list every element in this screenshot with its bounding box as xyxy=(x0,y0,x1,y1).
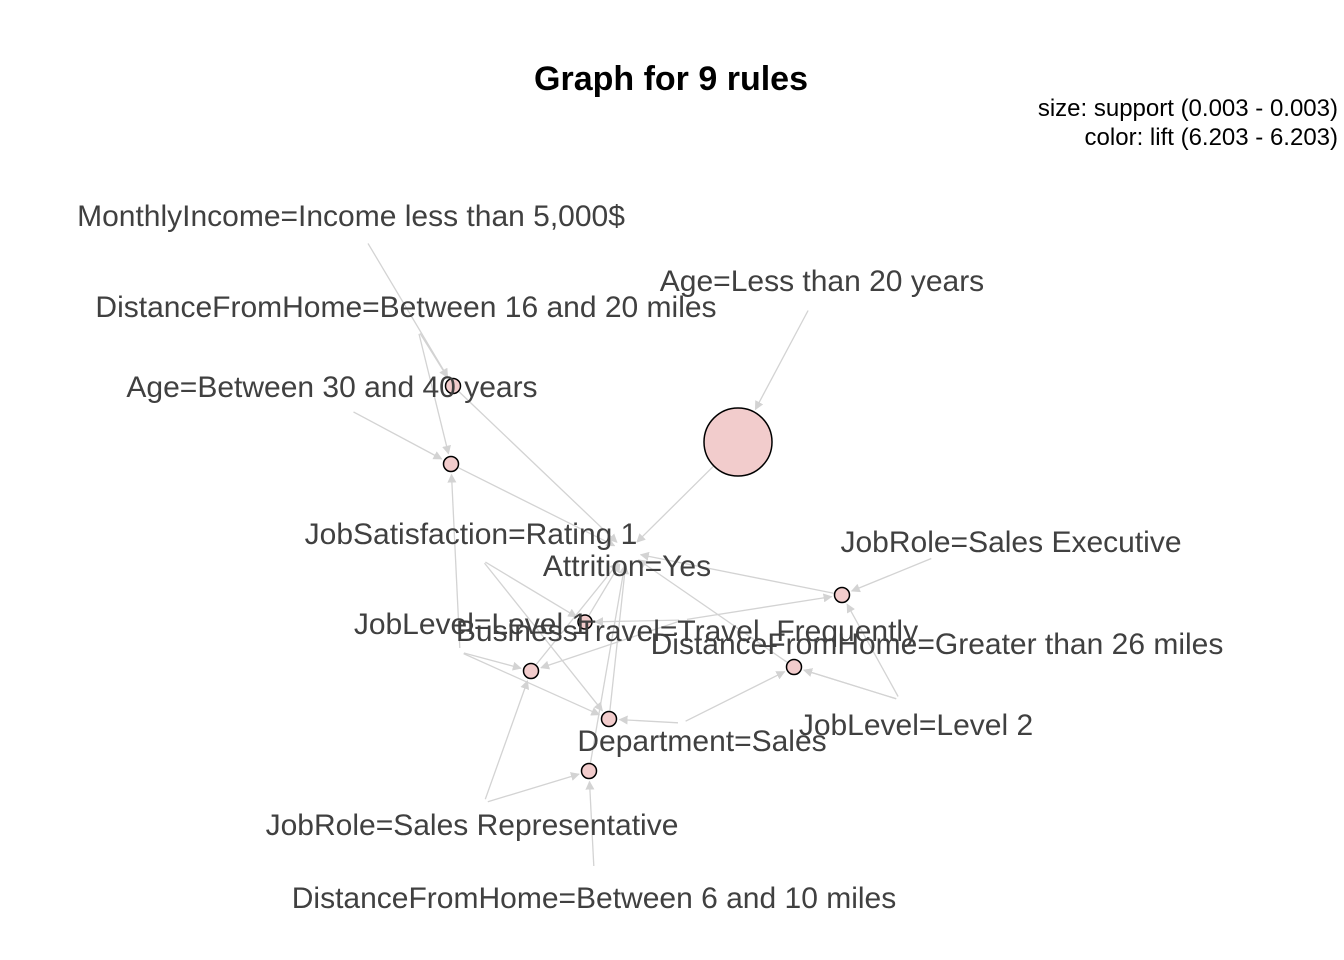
edge-r5-to-attr xyxy=(535,562,619,665)
rule-node-r4[interactable] xyxy=(577,614,593,630)
rule-node-r3[interactable] xyxy=(703,407,773,477)
edge-r3-to-attr xyxy=(636,466,714,543)
edge-level1-to-r8 xyxy=(463,653,601,716)
item-label-income: MonthlyIncome=Income less than 5,000$ xyxy=(77,200,625,233)
rule-node-r8[interactable] xyxy=(600,710,618,728)
edge-age20-to-r3 xyxy=(754,310,809,411)
edge-jobsat-to-r8 xyxy=(483,562,603,712)
edge-r7-to-attr xyxy=(637,559,788,663)
edge-jobsat-to-r4 xyxy=(485,561,578,618)
edge-r2-to-attr xyxy=(458,467,616,547)
item-label-level2: JobLevel=Level 2 xyxy=(799,709,1033,742)
item-labels-layer: MonthlyIncome=Income less than 5,000$ Age… xyxy=(77,200,1223,915)
edge-r1-to-attr xyxy=(458,391,618,543)
item-label-attr: Attrition=Yes xyxy=(543,550,711,583)
rule-node-r1[interactable] xyxy=(444,377,462,395)
rule-node-r6[interactable] xyxy=(833,586,851,604)
edge-dept-to-r8 xyxy=(618,715,679,725)
item-label-salesrep: JobRole=Sales Representative xyxy=(266,809,679,842)
edge-travel-to-r6 xyxy=(686,593,833,621)
rule-node-r2[interactable] xyxy=(442,455,460,473)
item-label-age20: Age=Less than 20 years xyxy=(660,265,984,298)
rule-node-r5[interactable] xyxy=(522,662,540,680)
edge-travel-to-r4 xyxy=(594,617,680,627)
edge-level2-to-r6 xyxy=(846,603,899,697)
edge-dist16-to-r2 xyxy=(418,333,451,455)
rule-nodes-layer xyxy=(442,377,851,780)
graph-title: Graph for 9 rules xyxy=(534,60,808,98)
item-label-dept: Department=Sales xyxy=(577,725,826,758)
edge-salesexec-to-r6 xyxy=(850,557,932,593)
edge-r6-to-attr xyxy=(639,551,834,594)
edge-r8-to-attr xyxy=(609,565,630,711)
item-label-travel: BusinessTravel=Travel_Frequently xyxy=(456,615,918,648)
item-label-dist6: DistanceFromHome=Between 6 and 10 miles xyxy=(292,882,896,915)
item-label-dist26: DistanceFromHome=Greater than 26 miles xyxy=(651,628,1224,661)
item-label-jobsat: JobSatisfaction=Rating 1 xyxy=(305,518,638,551)
item-label-salesexec: JobRole=Sales Executive xyxy=(840,526,1181,559)
edges-layer xyxy=(353,243,932,867)
edge-level1-to-r5 xyxy=(463,652,522,671)
edge-dist6-to-r9 xyxy=(585,780,595,867)
item-label-age30: Age=Between 30 and 40 years xyxy=(126,371,537,404)
rule-node-r9[interactable] xyxy=(580,762,598,780)
legend-color: color: lift (6.203 - 6.203) xyxy=(1085,124,1338,151)
edge-age30-to-r2 xyxy=(353,411,443,460)
edge-r4-to-attr xyxy=(588,563,621,616)
edge-dist16-to-r1 xyxy=(419,333,448,378)
legend-size: size: support (0.003 - 0.003) xyxy=(1038,95,1338,122)
edge-salesrep-to-r5 xyxy=(484,680,530,800)
edge-income-to-r1 xyxy=(367,243,449,378)
edge-travel-to-r5 xyxy=(540,620,680,670)
edge-salesrep-to-r9 xyxy=(487,772,580,803)
rule-node-r7[interactable] xyxy=(785,658,803,676)
edge-level2-to-r7 xyxy=(803,668,897,700)
edge-level1-to-r2 xyxy=(447,473,461,649)
edge-r9-to-attr xyxy=(589,564,628,763)
item-label-level1: JobLevel=Level 1 xyxy=(354,608,588,641)
item-label-dist16: DistanceFromHome=Between 16 and 20 miles xyxy=(95,291,716,324)
edge-dept-to-r7 xyxy=(685,671,786,722)
